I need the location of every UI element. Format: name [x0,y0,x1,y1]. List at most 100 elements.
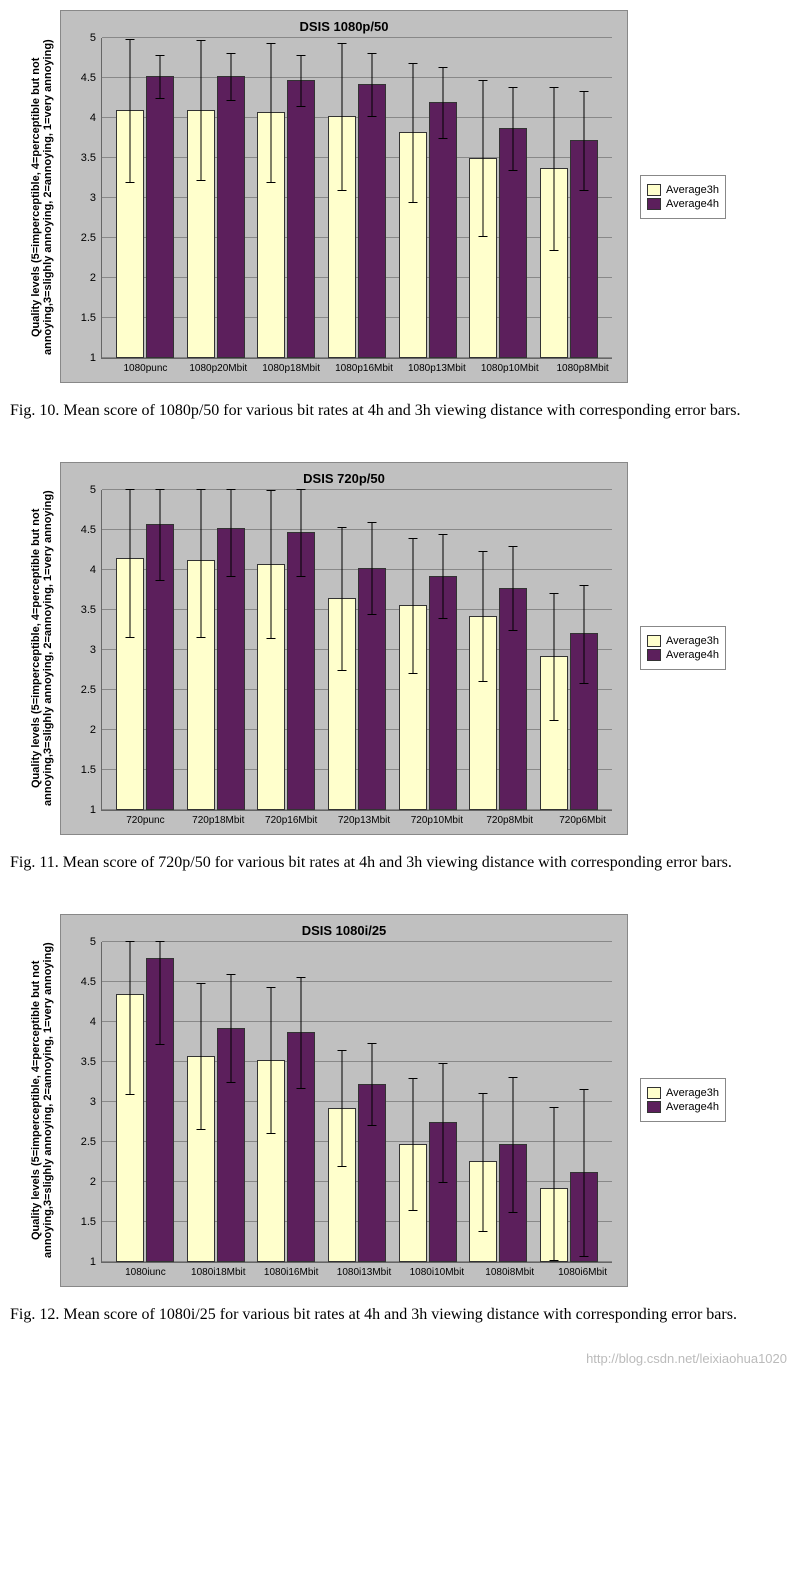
bar-group [463,490,534,810]
bar-avg3h [399,132,427,358]
legend-label: Average3h [666,1087,719,1099]
legend-item: Average4h [647,649,719,661]
x-tick: 720p8Mbit [473,815,546,826]
y-tick: 3 [90,644,96,656]
legend-label: Average3h [666,635,719,647]
x-tick: 1080p8Mbit [546,363,619,374]
y-tick: 5 [90,484,96,496]
y-axis-label: Quality levels (5=imperceptible, 4=perce… [30,930,54,1270]
error-bar [271,987,272,1134]
bar-avg4h [217,76,245,358]
error-bar [553,87,554,250]
error-bar [442,67,443,139]
bar-avg3h [187,1056,215,1262]
x-tick: 1080i10Mbit [400,1267,473,1278]
legend-item: Average3h [647,184,719,196]
bar-group [463,38,534,358]
bar-group [251,490,322,810]
bar-avg4h [429,1122,457,1262]
bar-group [181,38,252,358]
x-tick: 720punc [109,815,182,826]
chart-title: DSIS 1080i/25 [61,915,627,942]
error-bar [200,489,201,638]
bar-avg3h [328,598,356,810]
error-bar [301,977,302,1089]
legend-swatch [647,1101,661,1113]
x-tick: 1080i16Mbit [255,1267,328,1278]
legend-swatch [647,635,661,647]
error-bar [342,1050,343,1167]
y-tick: 5 [90,32,96,44]
bar-group [110,38,181,358]
y-tick: 2 [90,272,96,284]
bar-avg3h [328,116,356,358]
error-bar [301,489,302,577]
bar-avg3h [116,110,144,358]
error-bar [483,551,484,682]
legend-item: Average3h [647,1087,719,1099]
legend-item: Average4h [647,198,719,210]
y-tick: 4 [90,1016,96,1028]
x-tick: 1080i18Mbit [182,1267,255,1278]
chart-box: DSIS 1080p/5011.522.533.544.551080punc10… [60,10,628,383]
bar-group [533,38,604,358]
error-bar [483,80,484,237]
bar-avg3h [469,616,497,810]
error-bar [271,490,272,639]
bar-avg4h [499,588,527,810]
bar-group [392,942,463,1262]
legend-swatch [647,1087,661,1099]
bar-group [251,942,322,1262]
bar-avg4h [570,1172,598,1262]
watermark: http://blog.csdn.net/leixiaohua1020 [10,1351,787,1366]
figure-caption: Fig. 12. Mean score of 1080i/25 for vari… [10,1305,787,1326]
bar-avg4h [499,128,527,358]
bar-avg4h [287,80,315,358]
y-tick: 1.5 [81,1216,96,1228]
bar-avg4h [358,1084,386,1262]
error-bar [230,489,231,577]
x-tick: 720p13Mbit [328,815,401,826]
chart-title: DSIS 720p/50 [61,463,627,490]
bar-group [181,490,252,810]
error-bar [412,538,413,674]
bar-avg3h [540,1188,568,1262]
error-bar [342,527,343,671]
bars-container [102,38,612,358]
x-tick: 720p6Mbit [546,815,619,826]
x-tick: 1080iunc [109,1267,182,1278]
y-tick: 3 [90,192,96,204]
y-axis-label: Quality levels (5=imperceptible, 4=perce… [30,478,54,818]
x-tick: 1080p10Mbit [473,363,546,374]
figure-caption: Fig. 10. Mean score of 1080p/50 for vari… [10,401,787,422]
error-bar [513,87,514,170]
y-tick: 1 [90,352,96,364]
x-labels: 720punc720p18Mbit720p16Mbit720p13Mbit720… [61,811,627,834]
y-tick: 4.5 [81,72,96,84]
bar-group [533,490,604,810]
bar-group [322,490,393,810]
x-labels: 1080punc1080p20Mbit1080p18Mbit1080p16Mbi… [61,359,627,382]
bar-avg3h [116,994,144,1262]
bar-avg4h [287,1032,315,1262]
legend: Average3h Average4h [640,175,726,219]
error-bar [130,39,131,183]
error-bar [442,534,443,619]
error-bar [160,55,161,100]
error-bar [160,941,161,1046]
bar-avg3h [257,564,285,810]
bar-group [110,942,181,1262]
bar-group [463,942,534,1262]
plot-area: 11.522.533.544.55 [101,490,612,811]
plot-area: 11.522.533.544.55 [101,942,612,1263]
x-tick: 1080p16Mbit [328,363,401,374]
bar-avg4h [217,528,245,810]
x-tick: 1080punc [109,363,182,374]
error-bar [513,546,514,631]
error-bar [583,91,584,190]
bar-avg3h [116,558,144,810]
bar-avg3h [187,110,215,358]
chart-wrap: Quality levels (5=imperceptible, 4=perce… [30,914,787,1287]
bar-avg4h [570,140,598,358]
bar-avg4h [146,76,174,358]
